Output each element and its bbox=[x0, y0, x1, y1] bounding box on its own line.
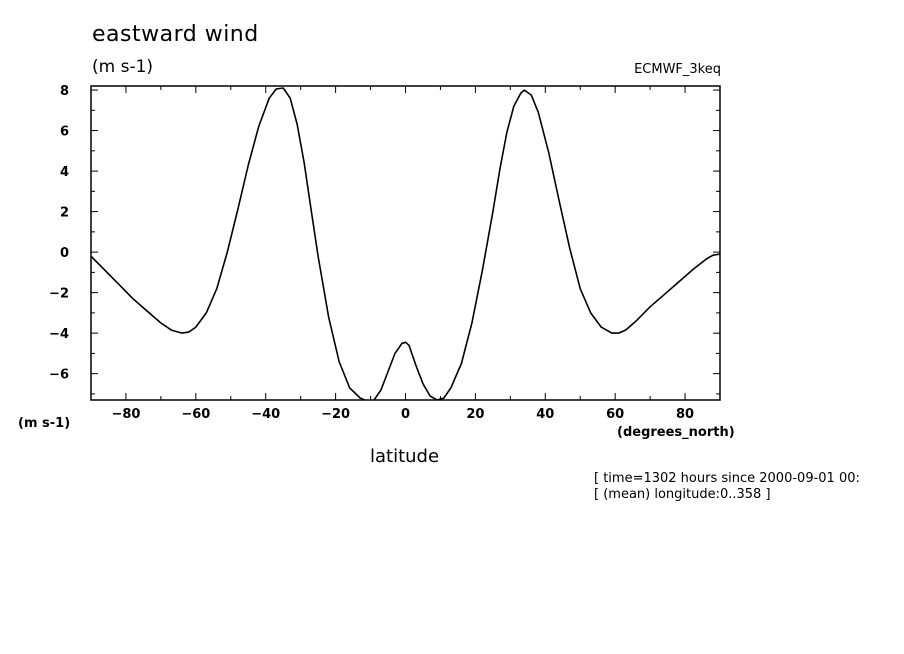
y-tick-label: −2 bbox=[49, 287, 69, 302]
x-tick-label: 60 bbox=[606, 407, 624, 422]
dataset-source: ECMWF_3keq bbox=[634, 62, 721, 77]
x-tick-label: −60 bbox=[181, 407, 210, 422]
x-tick-label: −40 bbox=[251, 407, 280, 422]
chart-units: (m s-1) bbox=[92, 57, 154, 77]
x-tick-label: 0 bbox=[401, 407, 410, 422]
chart-title: eastward wind bbox=[92, 22, 259, 47]
x-tick-label: −80 bbox=[111, 407, 140, 422]
y-tick-label: 2 bbox=[60, 206, 69, 221]
x-axis-units: (degrees_north) bbox=[617, 425, 735, 440]
x-axis-label: latitude bbox=[370, 446, 440, 467]
y-tick-label: −4 bbox=[49, 327, 69, 342]
time-annotation: [ time=1302 hours since 2000-09-01 00: bbox=[594, 471, 860, 486]
series-line bbox=[91, 87, 720, 400]
y-axis-label: (m s-1) bbox=[18, 416, 71, 431]
x-tick-label: 40 bbox=[536, 407, 554, 422]
y-tick-label: 4 bbox=[60, 165, 69, 180]
y-tick-label: 6 bbox=[60, 125, 69, 140]
x-tick-label: 20 bbox=[466, 407, 484, 422]
y-tick-label: −6 bbox=[49, 368, 69, 383]
x-tick-label: −20 bbox=[321, 407, 350, 422]
longitude-annotation: [ (mean) longitude:0..358 ] bbox=[594, 487, 771, 502]
y-tick-label: 8 bbox=[60, 84, 69, 99]
plot-frame bbox=[90, 85, 721, 401]
y-tick-label: 0 bbox=[60, 246, 69, 261]
x-tick-label: 80 bbox=[676, 407, 694, 422]
